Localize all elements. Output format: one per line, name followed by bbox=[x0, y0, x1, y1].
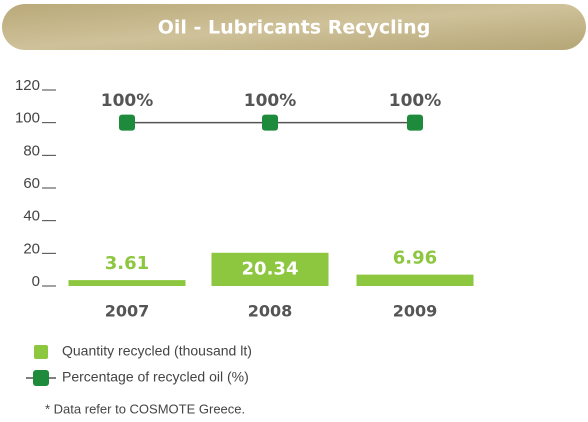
y-tick-label: 80 bbox=[23, 142, 40, 159]
chart-title: Oil - Lubricants Recycling bbox=[158, 17, 431, 39]
bar bbox=[68, 280, 186, 286]
bar-value-label: 6.96 bbox=[393, 248, 437, 269]
line-marker bbox=[407, 114, 423, 131]
line-value-label: 100% bbox=[101, 91, 154, 111]
bar bbox=[211, 252, 329, 286]
y-tick-label: 60 bbox=[23, 175, 40, 192]
bar-value-label: 3.61 bbox=[105, 253, 149, 274]
x-tick-label: 2007 bbox=[105, 302, 150, 321]
legend-marker bbox=[33, 370, 49, 386]
y-tick-label: 0 bbox=[32, 273, 40, 290]
bar bbox=[356, 274, 474, 286]
line-value-label: 100% bbox=[244, 91, 297, 111]
line-marker bbox=[119, 114, 135, 131]
bar-value-label: 20.34 bbox=[242, 258, 299, 279]
x-tick-label: 2009 bbox=[393, 302, 438, 321]
line-marker bbox=[262, 114, 278, 131]
title-banner bbox=[2, 4, 586, 50]
footnote: * Data refer to COSMOTE Greece. bbox=[45, 401, 245, 416]
x-tick-label: 2008 bbox=[248, 302, 293, 321]
y-tick-label: 120 bbox=[15, 77, 40, 94]
y-tick-label: 20 bbox=[23, 240, 40, 257]
legend-label: Quantity recycled (thousand lt) bbox=[62, 343, 252, 359]
line-value-label: 100% bbox=[389, 91, 442, 111]
y-tick-label: 40 bbox=[23, 208, 40, 225]
legend-label: Percentage of recycled oil (%) bbox=[62, 369, 249, 385]
y-tick-label: 100 bbox=[15, 110, 40, 127]
legend-swatch bbox=[34, 345, 48, 359]
